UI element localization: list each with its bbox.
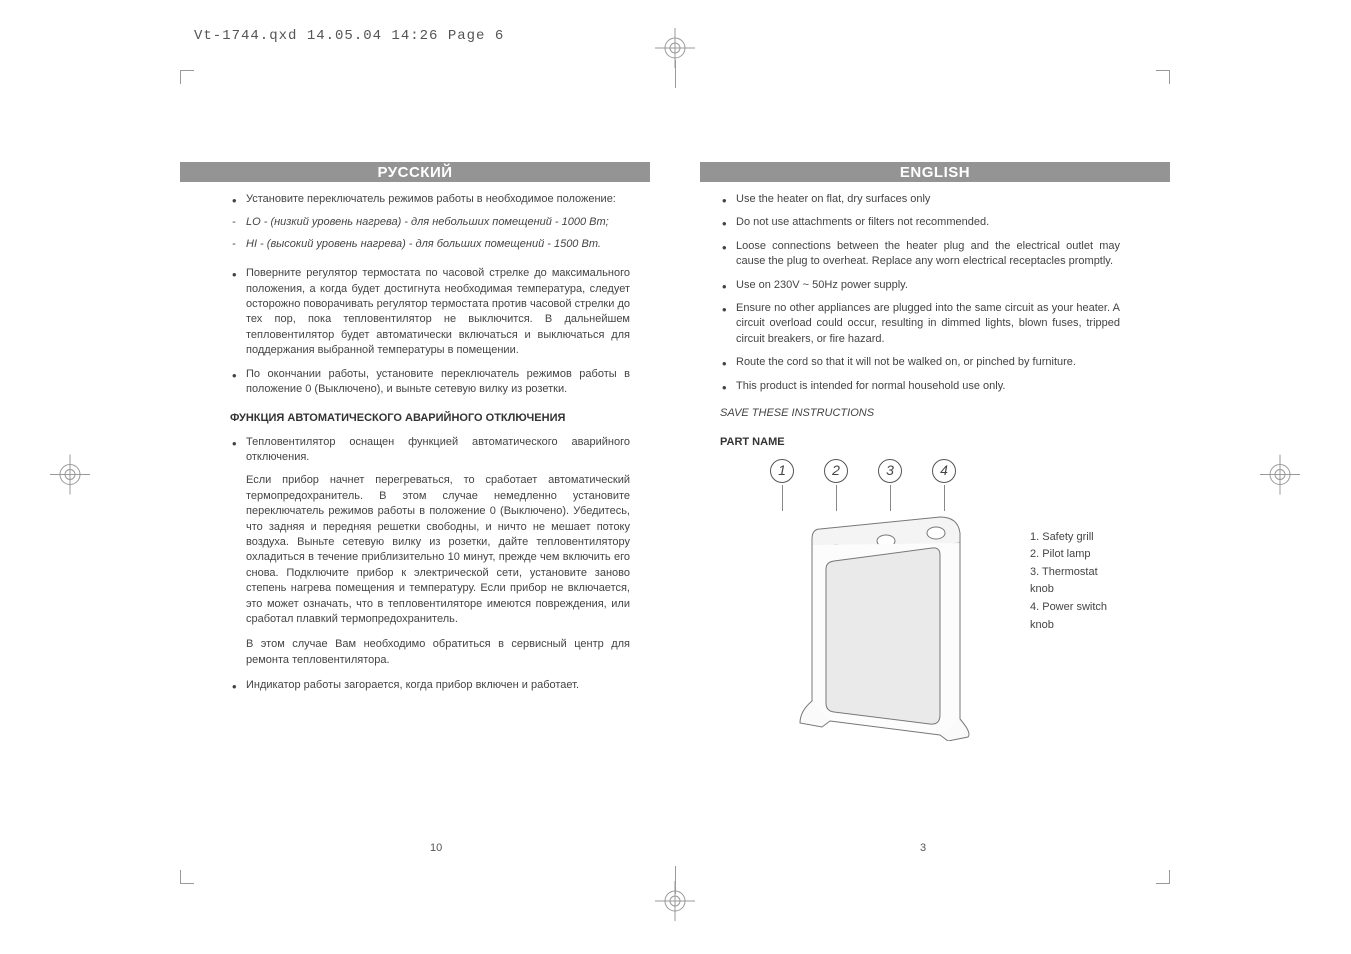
- list-item: Do not use attachments or filters not re…: [720, 215, 1120, 230]
- callout-circle-4: 4: [932, 459, 956, 483]
- leader-line: [944, 485, 945, 511]
- list-item: This product is intended for normal hous…: [720, 379, 1120, 394]
- page-number-right: 3: [920, 842, 926, 854]
- page-number-left: 10: [430, 842, 442, 854]
- leader-line: [782, 485, 783, 511]
- callout-circle-2: 2: [824, 459, 848, 483]
- registration-mark-icon: [1260, 455, 1300, 500]
- slug-line: Vt-1744.qxd 14.05.04 14:26 Page 6: [194, 28, 504, 44]
- leader-line: [890, 485, 891, 511]
- registration-mark-icon: [655, 881, 695, 926]
- print-spread: Vt-1744.qxd 14.05.04 14:26 Page 6 РУССКИ…: [180, 70, 1170, 884]
- heading-bar-english: ENGLISH: [700, 162, 1170, 182]
- list-item: Поверните регулятор термостата по часово…: [230, 266, 630, 358]
- heading-english: ENGLISH: [900, 164, 970, 181]
- crop-mark: [180, 70, 194, 84]
- save-instructions: SAVE THESE INSTRUCTIONS: [720, 406, 1120, 421]
- crop-mark: [1156, 870, 1170, 884]
- registration-mark-icon: [655, 28, 695, 73]
- part-diagram: 1 2 3 4: [760, 459, 1020, 739]
- list-item: Loose connections between the heater plu…: [720, 239, 1120, 270]
- list-item: LO - (низкий уровень нагрева) - для небо…: [230, 215, 630, 230]
- legend-item: 4. Power switch knob: [1030, 599, 1120, 634]
- heater-illustration-icon: [790, 511, 980, 746]
- column-russian: Установите переключатель режимов работы …: [230, 192, 630, 702]
- section-heading: ФУНКЦИЯ АВТОМАТИЧЕСКОГО АВАРИЙНОГО ОТКЛЮ…: [230, 411, 630, 426]
- part-name-heading: PART NAME: [720, 435, 1120, 450]
- leader-line: [836, 485, 837, 511]
- heading-bar-russian: РУССКИЙ: [180, 162, 650, 182]
- list-item: Тепловентилятор оснащен функцией автомат…: [230, 435, 630, 466]
- part-legend: 1. Safety grill 2. Pilot lamp 3. Thermos…: [1030, 529, 1120, 635]
- list-item: Route the cord so that it will not be wa…: [720, 355, 1120, 370]
- registration-mark-icon: [50, 455, 90, 500]
- legend-item: 2. Pilot lamp: [1030, 546, 1120, 564]
- heading-russian: РУССКИЙ: [377, 164, 452, 181]
- part-name-block: 1 2 3 4: [720, 459, 1120, 739]
- paragraph: В этом случае Вам необходимо обратиться …: [230, 637, 630, 668]
- list-item: Индикатор работы загорается, когда прибо…: [230, 678, 630, 693]
- crop-mark: [180, 870, 194, 884]
- list-item: По окончании работы, установите переключ…: [230, 367, 630, 398]
- column-english: Use the heater on flat, dry surfaces onl…: [720, 192, 1120, 739]
- crop-mark: [1156, 70, 1170, 84]
- legend-item: 3. Thermostat knob: [1030, 564, 1120, 599]
- callout-circle-3: 3: [878, 459, 902, 483]
- legend-item: 1. Safety grill: [1030, 529, 1120, 547]
- list-item: Use on 230V ~ 50Hz power supply.: [720, 278, 1120, 293]
- list-item: Установите переключатель режимов работы …: [230, 192, 630, 207]
- paragraph: Если прибор начнет перегреваться, то сра…: [230, 473, 630, 627]
- list-item: Ensure no other appliances are plugged i…: [720, 301, 1120, 347]
- list-item: HI - (высокий уровень нагрева) - для бол…: [230, 237, 630, 252]
- list-item: Use the heater on flat, dry surfaces onl…: [720, 192, 1120, 207]
- callout-circle-1: 1: [770, 459, 794, 483]
